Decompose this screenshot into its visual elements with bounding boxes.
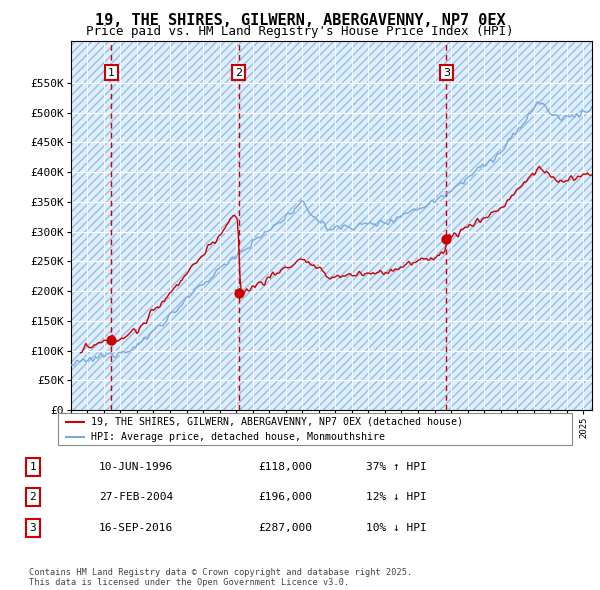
Text: Price paid vs. HM Land Registry's House Price Index (HPI): Price paid vs. HM Land Registry's House … [86,25,514,38]
Text: HPI: Average price, detached house, Monmouthshire: HPI: Average price, detached house, Monm… [91,432,385,442]
Text: 10% ↓ HPI: 10% ↓ HPI [366,523,427,533]
Text: 1: 1 [108,68,115,78]
Point [234,289,244,298]
Text: 19, THE SHIRES, GILWERN, ABERGAVENNY, NP7 0EX (detached house): 19, THE SHIRES, GILWERN, ABERGAVENNY, NP… [91,417,463,427]
Text: 2: 2 [29,493,37,502]
Text: £196,000: £196,000 [258,493,312,502]
FancyBboxPatch shape [58,414,572,445]
Text: 3: 3 [443,68,450,78]
Text: 1: 1 [29,462,37,471]
Point [107,335,116,345]
Text: 12% ↓ HPI: 12% ↓ HPI [366,493,427,502]
Point [442,235,451,244]
Text: 2: 2 [235,68,242,78]
Text: 19, THE SHIRES, GILWERN, ABERGAVENNY, NP7 0EX: 19, THE SHIRES, GILWERN, ABERGAVENNY, NP… [95,13,505,28]
Text: Contains HM Land Registry data © Crown copyright and database right 2025.
This d: Contains HM Land Registry data © Crown c… [29,568,412,587]
Text: £287,000: £287,000 [258,523,312,533]
Text: 10-JUN-1996: 10-JUN-1996 [99,462,173,471]
Text: 16-SEP-2016: 16-SEP-2016 [99,523,173,533]
Text: £118,000: £118,000 [258,462,312,471]
Text: 27-FEB-2004: 27-FEB-2004 [99,493,173,502]
Text: 3: 3 [29,523,37,533]
Text: 37% ↑ HPI: 37% ↑ HPI [366,462,427,471]
